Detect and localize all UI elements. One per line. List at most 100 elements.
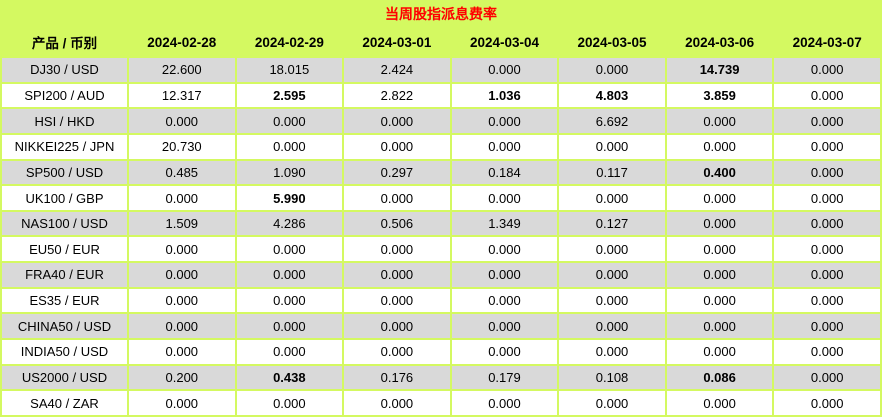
column-header-date: 2024-02-28 bbox=[127, 26, 237, 58]
value-cell: 0.000 bbox=[449, 312, 560, 341]
table-row: DJ30 / USD 22.600 18.015 2.424 0.000 0.000 14.… bbox=[0, 56, 882, 84]
value-cell: 0.000 bbox=[127, 286, 237, 315]
value-cell: 0.000 bbox=[557, 389, 667, 417]
value-cell: 0.000 bbox=[234, 312, 345, 341]
value-cell: 0.000 bbox=[557, 338, 667, 366]
value-cell: 2.424 bbox=[342, 56, 452, 84]
value-cell: 0.000 bbox=[127, 107, 237, 135]
value-cell: 14.739 bbox=[664, 56, 775, 84]
value-cell: 0.000 bbox=[449, 184, 560, 212]
value-cell: 0.000 bbox=[342, 132, 452, 161]
title-row: 当周股指派息费率 bbox=[0, 0, 882, 27]
value-cell: 0.000 bbox=[772, 56, 882, 84]
value-cell: 0.000 bbox=[772, 261, 882, 289]
value-cell: 0.000 bbox=[342, 338, 452, 366]
product-cell: SPI200 / AUD bbox=[0, 81, 129, 110]
product-cell: NAS100 / USD bbox=[0, 209, 129, 238]
product-cell: ES35 / EUR bbox=[0, 286, 129, 315]
value-cell: 0.000 bbox=[234, 338, 345, 366]
product-cell: CHINA50 / USD bbox=[0, 312, 129, 341]
value-cell: 18.015 bbox=[234, 56, 345, 84]
value-cell: 0.000 bbox=[234, 389, 345, 417]
product-cell: HSI / HKD bbox=[0, 107, 129, 135]
value-cell: 0.000 bbox=[772, 286, 882, 315]
value-cell: 0.000 bbox=[557, 132, 667, 161]
value-cell: 0.000 bbox=[449, 107, 560, 135]
value-cell: 0.000 bbox=[342, 235, 452, 264]
value-cell: 1.036 bbox=[449, 81, 560, 110]
value-cell: 0.400 bbox=[664, 158, 775, 187]
value-cell: 0.000 bbox=[557, 184, 667, 212]
table-row: FRA40 / EUR 0.000 0.000 0.000 0.000 0.000 0.00… bbox=[0, 261, 882, 289]
value-cell: 0.000 bbox=[127, 389, 237, 417]
column-header-date: 2024-03-05 bbox=[557, 26, 667, 58]
product-cell: SA40 / ZAR bbox=[0, 389, 129, 417]
table-row: INDIA50 / USD 0.000 0.000 0.000 0.000 0.000 0.… bbox=[0, 338, 882, 366]
value-cell: 0.000 bbox=[772, 209, 882, 238]
table-row: SA40 / ZAR 0.000 0.000 0.000 0.000 0.000 0.000… bbox=[0, 389, 882, 417]
value-cell: 2.822 bbox=[342, 81, 452, 110]
value-cell: 0.000 bbox=[234, 132, 345, 161]
value-cell: 0.000 bbox=[772, 81, 882, 110]
value-cell: 0.000 bbox=[557, 312, 667, 341]
header-row: 产品 / 币别 2024-02-28 2024-02-29 2024-03-01 202… bbox=[0, 26, 882, 58]
value-cell: 3.859 bbox=[664, 81, 775, 110]
value-cell: 0.000 bbox=[449, 235, 560, 264]
value-cell: 1.349 bbox=[449, 209, 560, 238]
table-row: CHINA50 / USD 0.000 0.000 0.000 0.000 0.000 0.… bbox=[0, 312, 882, 341]
table-row: ES35 / EUR 0.000 0.000 0.000 0.000 0.000 0.000… bbox=[0, 286, 882, 315]
column-header-date: 2024-03-04 bbox=[449, 26, 560, 58]
value-cell: 0.000 bbox=[234, 107, 345, 135]
value-cell: 0.000 bbox=[449, 56, 560, 84]
value-cell: 0.200 bbox=[127, 363, 237, 392]
value-cell: 0.127 bbox=[557, 209, 667, 238]
value-cell: 0.000 bbox=[449, 286, 560, 315]
value-cell: 0.000 bbox=[772, 132, 882, 161]
value-cell: 0.108 bbox=[557, 363, 667, 392]
table-row: NAS100 / USD 1.509 4.286 0.506 1.349 0.127 0.0… bbox=[0, 209, 882, 238]
value-cell: 0.000 bbox=[664, 235, 775, 264]
value-cell: 0.000 bbox=[127, 261, 237, 289]
value-cell: 6.692 bbox=[557, 107, 667, 135]
value-cell: 0.000 bbox=[449, 132, 560, 161]
value-cell: 0.000 bbox=[664, 184, 775, 212]
table-row: SP500 / USD 0.485 1.090 0.297 0.184 0.117 0.40… bbox=[0, 158, 882, 187]
value-cell: 0.000 bbox=[772, 389, 882, 417]
value-cell: 0.000 bbox=[772, 312, 882, 341]
value-cell: 0.000 bbox=[234, 286, 345, 315]
column-header-date: 2024-02-29 bbox=[234, 26, 345, 58]
column-header-product: 产品 / 币别 bbox=[0, 26, 129, 58]
value-cell: 4.286 bbox=[234, 209, 345, 238]
table-row: UK100 / GBP 0.000 5.990 0.000 0.000 0.000 0.00… bbox=[0, 184, 882, 212]
value-cell: 0.000 bbox=[557, 261, 667, 289]
value-cell: 0.000 bbox=[772, 338, 882, 366]
value-cell: 0.176 bbox=[342, 363, 452, 392]
value-cell: 0.000 bbox=[664, 209, 775, 238]
value-cell: 20.730 bbox=[127, 132, 237, 161]
value-cell: 12.317 bbox=[127, 81, 237, 110]
value-cell: 0.000 bbox=[342, 312, 452, 341]
column-header-date: 2024-03-01 bbox=[342, 26, 452, 58]
value-cell: 0.438 bbox=[234, 363, 345, 392]
value-cell: 0.506 bbox=[342, 209, 452, 238]
value-cell: 0.000 bbox=[664, 132, 775, 161]
value-cell: 0.000 bbox=[664, 338, 775, 366]
value-cell: 0.179 bbox=[449, 363, 560, 392]
value-cell: 0.000 bbox=[234, 235, 345, 264]
value-cell: 0.000 bbox=[772, 363, 882, 392]
value-cell: 0.117 bbox=[557, 158, 667, 187]
table-row: EU50 / EUR 0.000 0.000 0.000 0.000 0.000 0.000… bbox=[0, 235, 882, 264]
value-cell: 0.000 bbox=[772, 158, 882, 187]
product-cell: UK100 / GBP bbox=[0, 184, 129, 212]
value-cell: 1.509 bbox=[127, 209, 237, 238]
value-cell: 0.000 bbox=[342, 389, 452, 417]
value-cell: 0.000 bbox=[127, 235, 237, 264]
table-title: 当周股指派息费率 bbox=[0, 0, 882, 27]
value-cell: 0.000 bbox=[772, 184, 882, 212]
value-cell: 1.090 bbox=[234, 158, 345, 187]
product-cell: US2000 / USD bbox=[0, 363, 129, 392]
product-cell: DJ30 / USD bbox=[0, 56, 129, 84]
value-cell: 22.600 bbox=[127, 56, 237, 84]
product-cell: NIKKEI225 / JPN bbox=[0, 132, 129, 161]
